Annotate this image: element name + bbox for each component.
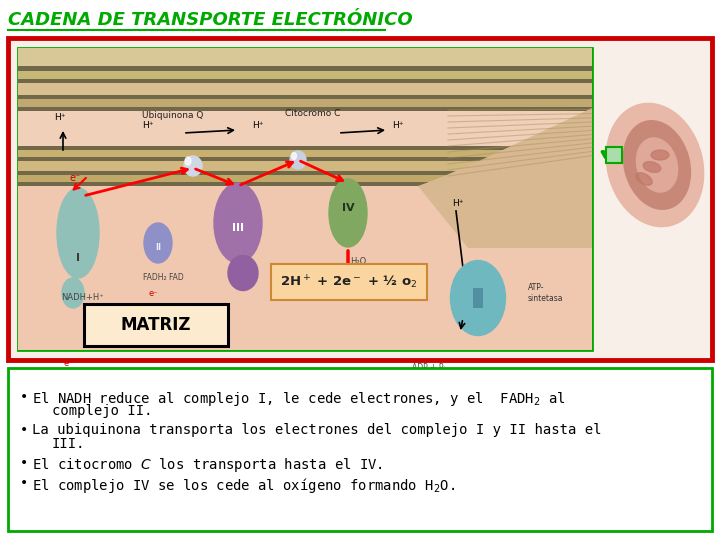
Text: •: •	[20, 476, 28, 490]
FancyBboxPatch shape	[18, 157, 592, 161]
Text: I: I	[76, 253, 80, 263]
Ellipse shape	[643, 161, 661, 172]
Text: Ubiquinona Q: Ubiquinona Q	[143, 111, 204, 120]
FancyBboxPatch shape	[18, 71, 592, 79]
FancyBboxPatch shape	[18, 48, 592, 350]
FancyBboxPatch shape	[18, 48, 592, 66]
Ellipse shape	[292, 152, 297, 159]
Text: H⁺: H⁺	[54, 113, 66, 123]
FancyBboxPatch shape	[18, 186, 592, 350]
Text: e⁻: e⁻	[63, 359, 73, 368]
Text: ADP + Pᵢ: ADP + Pᵢ	[412, 363, 444, 373]
FancyBboxPatch shape	[18, 79, 592, 83]
FancyBboxPatch shape	[271, 264, 427, 300]
Text: •: •	[20, 423, 28, 437]
Ellipse shape	[228, 255, 258, 291]
Ellipse shape	[636, 138, 678, 192]
Text: •: •	[20, 456, 28, 470]
Text: Citocromo C: Citocromo C	[285, 109, 341, 118]
Text: III.: III.	[52, 437, 86, 451]
Ellipse shape	[451, 260, 505, 335]
FancyBboxPatch shape	[18, 161, 592, 171]
Text: ATP-
sintetasa: ATP- sintetasa	[528, 284, 564, 303]
FancyBboxPatch shape	[18, 111, 592, 146]
Ellipse shape	[624, 121, 690, 210]
Text: III: III	[232, 223, 244, 233]
Text: H⁺: H⁺	[252, 122, 264, 131]
Text: MATRIZ: MATRIZ	[121, 316, 192, 334]
Ellipse shape	[185, 157, 191, 165]
Ellipse shape	[62, 278, 84, 308]
Text: H⁺: H⁺	[452, 199, 464, 207]
Text: II: II	[155, 244, 161, 253]
Ellipse shape	[651, 150, 669, 160]
FancyBboxPatch shape	[18, 182, 592, 186]
FancyBboxPatch shape	[18, 83, 592, 95]
Text: NADH+H⁺: NADH+H⁺	[62, 294, 104, 302]
Text: H₂O: H₂O	[350, 256, 366, 266]
FancyBboxPatch shape	[18, 175, 592, 182]
FancyBboxPatch shape	[18, 171, 592, 175]
Ellipse shape	[606, 103, 703, 227]
FancyBboxPatch shape	[473, 288, 483, 308]
Ellipse shape	[636, 173, 652, 185]
Text: El citocromo $C$ los transporta hasta el IV.: El citocromo $C$ los transporta hasta el…	[32, 456, 383, 474]
Ellipse shape	[214, 183, 262, 263]
Text: e⁻: e⁻	[148, 288, 158, 298]
FancyBboxPatch shape	[18, 146, 592, 150]
Ellipse shape	[184, 156, 202, 176]
PathPatch shape	[418, 108, 592, 248]
Ellipse shape	[329, 179, 367, 247]
FancyBboxPatch shape	[8, 368, 712, 531]
Text: NAD⁺: NAD⁺	[66, 374, 89, 382]
Text: El NADH reduce al complejo I, le cede electrones, y el  FADH$_2$ al: El NADH reduce al complejo I, le cede el…	[32, 390, 566, 408]
Text: 2H$^+$ + 2e$^-$ + ½ o$_2$: 2H$^+$ + 2e$^-$ + ½ o$_2$	[280, 273, 418, 291]
FancyBboxPatch shape	[18, 95, 592, 99]
Text: CADENA DE TRANSPORTE ELECTRÓNICO: CADENA DE TRANSPORTE ELECTRÓNICO	[8, 11, 413, 29]
Ellipse shape	[144, 223, 172, 263]
Text: FADH₂ FAD: FADH₂ FAD	[143, 273, 184, 282]
FancyBboxPatch shape	[84, 304, 228, 346]
FancyBboxPatch shape	[8, 38, 712, 360]
Text: IV: IV	[342, 203, 354, 213]
FancyBboxPatch shape	[18, 107, 592, 111]
FancyBboxPatch shape	[18, 66, 592, 71]
Text: El complejo IV se los cede al oxígeno formando H$_2$O.: El complejo IV se los cede al oxígeno fo…	[32, 476, 455, 495]
Text: e⁻: e⁻	[69, 173, 81, 183]
Text: H⁺: H⁺	[143, 122, 154, 131]
FancyBboxPatch shape	[18, 150, 592, 157]
FancyBboxPatch shape	[606, 147, 622, 163]
Ellipse shape	[57, 188, 99, 278]
Text: •: •	[20, 390, 28, 404]
Text: H⁺: H⁺	[392, 122, 404, 131]
Text: La ubiquinona transporta los electrones del complejo I y II hasta el: La ubiquinona transporta los electrones …	[32, 423, 601, 437]
Ellipse shape	[290, 151, 306, 169]
Text: complejo II.: complejo II.	[52, 404, 153, 418]
FancyBboxPatch shape	[18, 99, 592, 107]
